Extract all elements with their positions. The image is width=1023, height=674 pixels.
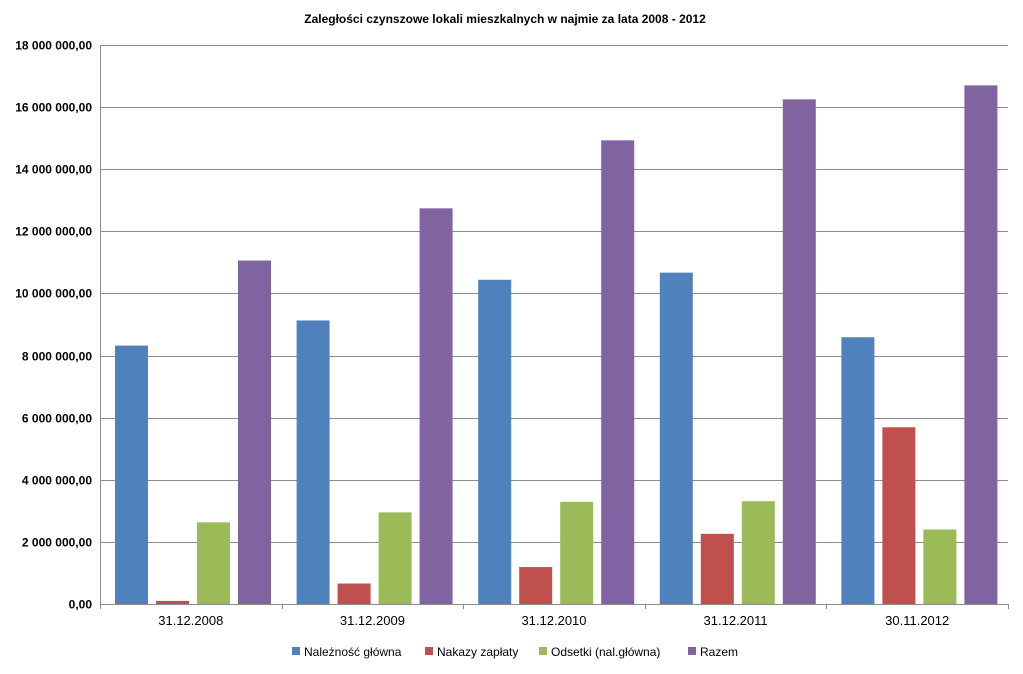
y-tick-label: 6 000 000,00 <box>22 412 92 426</box>
x-tick-label: 31.12.2009 <box>340 613 405 628</box>
bar <box>923 529 957 604</box>
axes <box>100 45 1009 609</box>
bar <box>964 85 998 605</box>
legend-label: Nakazy zapłaty <box>437 645 518 659</box>
legend-swatch <box>688 647 696 655</box>
bar <box>741 501 775 604</box>
x-tick-label: 31.12.2008 <box>158 613 223 628</box>
bar <box>519 567 553 604</box>
x-axis-categories: 31.12.2008 31.12.2009 31.12.2010 31.12.2011… <box>158 613 949 628</box>
legend-label: Razem <box>700 645 738 659</box>
bar <box>378 512 412 604</box>
legend-swatch <box>425 647 433 655</box>
bar <box>478 279 512 604</box>
y-tick-label: 8 000 000,00 <box>22 350 92 364</box>
bar <box>700 533 734 604</box>
bar <box>197 522 230 604</box>
bar <box>156 600 189 604</box>
y-tick-label: 0,00 <box>69 598 93 612</box>
bar <box>659 272 693 604</box>
y-tick-label: 18 000 000,00 <box>15 39 92 53</box>
y-tick-label: 2 000 000,00 <box>22 536 92 550</box>
y-tick-label: 10 000 000,00 <box>15 287 92 301</box>
legend-label: Odsetki (nal.główna) <box>551 645 660 659</box>
legend-swatch <box>292 647 300 655</box>
x-tick-label: 30.11.2012 <box>885 613 949 628</box>
y-tick-label: 12 000 000,00 <box>15 225 92 239</box>
y-axis-ticks: 0,00 2 000 000,00 4 000 000,00 6 000 000,00… <box>15 39 92 612</box>
y-tick-label: 4 000 000,00 <box>22 474 92 488</box>
bar <box>296 320 330 604</box>
bar <box>337 583 371 604</box>
chart-title: Zaległości czynszowe lokali mieszkalnych… <box>304 12 706 26</box>
bar <box>115 345 148 604</box>
bar <box>238 260 271 604</box>
bars <box>115 85 998 605</box>
y-tick-label: 14 000 000,00 <box>15 163 92 177</box>
bar <box>782 99 816 604</box>
legend-swatch <box>539 647 547 655</box>
x-tick-label: 31.12.2011 <box>704 613 768 628</box>
bar <box>419 208 453 604</box>
bar <box>601 140 635 604</box>
x-tick-label: 31.12.2010 <box>521 613 586 628</box>
bar <box>841 337 875 604</box>
bar <box>560 501 594 604</box>
y-tick-label: 16 000 000,00 <box>15 101 92 115</box>
legend: Należność główna Nakazy zapłaty Odsetki (n… <box>292 645 738 659</box>
legend-label: Należność główna <box>304 645 402 659</box>
bar <box>882 427 916 604</box>
